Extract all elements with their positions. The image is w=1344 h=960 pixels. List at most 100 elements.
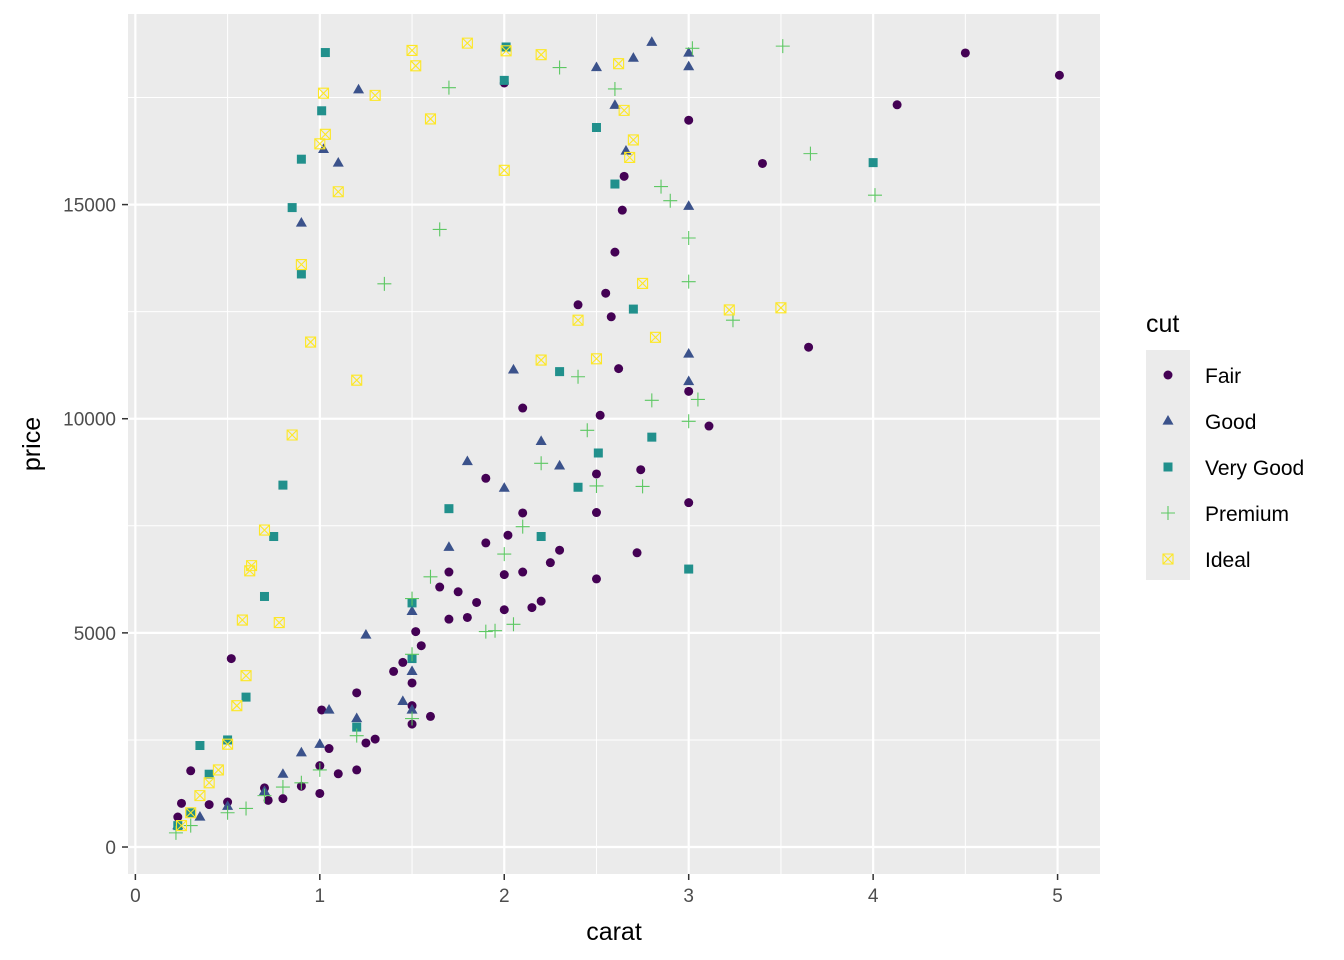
data-point xyxy=(775,302,787,314)
data-point xyxy=(351,712,363,723)
data-point xyxy=(223,735,233,745)
y-axis-title: price xyxy=(18,417,46,471)
data-point xyxy=(681,274,696,289)
data-point xyxy=(231,700,243,712)
data-point xyxy=(461,37,473,49)
data-point xyxy=(195,741,205,751)
data-point xyxy=(286,429,298,441)
data-point xyxy=(685,41,700,56)
data-point xyxy=(868,158,878,168)
data-point xyxy=(175,820,188,832)
data-point xyxy=(867,188,882,203)
data-point xyxy=(960,48,970,58)
data-point xyxy=(654,179,669,194)
data-point xyxy=(723,304,735,316)
data-point xyxy=(627,134,639,146)
data-point xyxy=(591,122,601,132)
legend-key xyxy=(1162,553,1174,565)
data-point xyxy=(204,769,214,779)
data-point xyxy=(295,746,307,757)
data-point xyxy=(361,738,371,748)
data-point xyxy=(591,574,601,584)
data-point xyxy=(644,393,659,408)
data-point xyxy=(518,403,528,413)
data-point xyxy=(507,363,520,374)
data-point xyxy=(296,269,306,279)
data-point xyxy=(424,113,437,125)
data-point xyxy=(498,482,510,492)
data-point xyxy=(501,42,511,52)
data-point xyxy=(637,277,649,289)
data-point xyxy=(258,524,271,536)
y-tick-label: 10000 xyxy=(63,410,116,431)
data-point xyxy=(406,605,418,616)
data-point xyxy=(683,348,695,358)
data-point xyxy=(636,465,646,475)
data-point xyxy=(351,374,363,386)
data-point xyxy=(591,469,601,479)
data-point xyxy=(173,812,183,822)
data-point xyxy=(503,530,513,540)
data-point xyxy=(407,678,417,688)
data-point xyxy=(683,200,695,210)
data-point xyxy=(319,128,331,140)
data-point xyxy=(1054,70,1064,80)
data-point xyxy=(360,629,372,639)
data-point xyxy=(535,435,547,446)
data-point xyxy=(315,788,325,798)
data-point xyxy=(212,764,224,776)
data-point xyxy=(647,432,657,442)
data-point xyxy=(683,375,695,386)
legend-key xyxy=(1163,462,1173,472)
data-point xyxy=(444,614,454,624)
data-point xyxy=(222,800,234,810)
data-point xyxy=(601,288,611,298)
data-point xyxy=(275,780,290,795)
data-point xyxy=(397,695,409,706)
data-point xyxy=(405,711,420,726)
data-point xyxy=(405,591,420,606)
data-point xyxy=(173,821,183,831)
x-tick-label: 5 xyxy=(1052,886,1063,907)
data-point xyxy=(613,58,625,70)
data-point xyxy=(498,164,510,176)
legend-label: Good xyxy=(1205,411,1256,434)
data-point xyxy=(663,193,678,208)
data-point xyxy=(324,744,334,754)
data-point xyxy=(499,75,509,85)
data-point xyxy=(273,617,285,629)
data-point xyxy=(595,410,605,420)
x-tick-label: 0 xyxy=(130,886,141,907)
data-point xyxy=(377,276,392,291)
series-premium xyxy=(168,39,882,840)
data-point xyxy=(277,768,289,778)
data-point xyxy=(263,795,273,805)
data-point xyxy=(573,482,583,492)
data-point xyxy=(295,258,307,271)
minor-gridlines xyxy=(128,14,1100,874)
data-point xyxy=(580,423,595,438)
data-point xyxy=(349,728,364,743)
y-tick-label: 15000 xyxy=(63,196,116,217)
data-point xyxy=(410,60,422,72)
x-tick-label: 1 xyxy=(315,886,326,907)
data-point xyxy=(204,800,214,810)
legend-label: Very Good xyxy=(1205,457,1304,480)
data-point xyxy=(555,367,565,377)
data-point xyxy=(683,46,695,57)
data-point xyxy=(684,564,694,574)
data-point xyxy=(185,807,197,819)
data-point xyxy=(527,603,537,613)
data-point xyxy=(406,703,418,714)
data-point xyxy=(481,538,491,548)
data-point xyxy=(518,508,528,518)
data-point xyxy=(369,89,381,101)
legend-title: cut xyxy=(1146,310,1179,338)
data-point xyxy=(278,480,288,490)
data-point xyxy=(203,777,215,789)
data-point xyxy=(222,738,234,750)
data-point xyxy=(444,504,454,514)
data-point xyxy=(194,790,206,802)
data-point xyxy=(609,99,621,109)
